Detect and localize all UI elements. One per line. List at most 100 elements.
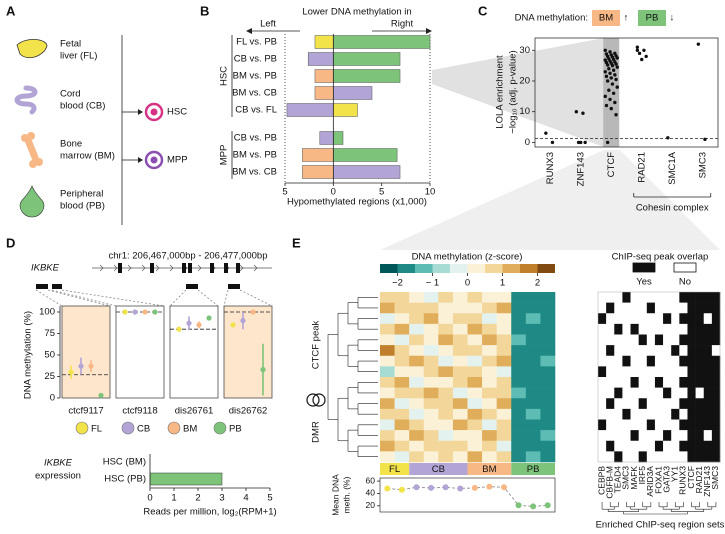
overlap-cell	[703, 355, 713, 367]
point	[122, 309, 128, 315]
heatmap-cell	[409, 313, 425, 325]
overlap-cell	[663, 334, 672, 346]
overlap-cell	[654, 440, 664, 452]
overlap-cell	[687, 440, 696, 452]
heatmap-cell	[452, 377, 468, 388]
overlap-cell	[671, 408, 680, 420]
exon	[210, 263, 214, 273]
heatmap-cell	[438, 387, 454, 399]
exon	[188, 263, 192, 273]
overlap-cell	[630, 430, 639, 442]
overlap-cell	[630, 345, 639, 357]
point	[608, 71, 612, 76]
overlap-cell	[671, 387, 680, 399]
heatmap-cell	[482, 323, 497, 335]
overlap-cell	[646, 366, 656, 378]
legend-label: BM	[183, 424, 197, 435]
heatmap-cell	[409, 440, 425, 452]
heatmap-cell	[540, 398, 556, 410]
overlap-cell	[711, 387, 721, 399]
heatmap-cell	[467, 451, 483, 463]
overlap-cell	[614, 387, 623, 399]
overlap-cell	[654, 398, 664, 410]
overlap-cell	[711, 408, 721, 420]
colorbar-label: 2	[535, 278, 540, 289]
heatmap-cell	[380, 334, 395, 346]
heatmap-cell	[525, 398, 541, 410]
heatmap-cell	[511, 345, 527, 357]
arrow-head	[426, 28, 432, 34]
legend-swatch	[75, 421, 89, 435]
overlap-cell	[679, 292, 688, 303]
heatmap-cell	[452, 323, 468, 335]
heatmap-cell	[511, 366, 527, 378]
point	[609, 76, 613, 80]
heatmap-cell	[380, 366, 395, 378]
overlap-cell	[630, 387, 639, 399]
heatmap-cell	[511, 430, 527, 442]
bar	[286, 103, 334, 117]
category-label: BM vs. PB	[233, 71, 277, 82]
colorbar-swatch	[432, 264, 450, 273]
heatmap-cell	[525, 419, 541, 431]
overlap-cell	[622, 377, 631, 388]
overlap-cell	[646, 345, 656, 357]
overlap-cell	[679, 366, 688, 378]
heatmap-cell	[452, 292, 468, 303]
point	[132, 309, 138, 315]
overlap-cell	[646, 334, 656, 346]
heatmap-cell	[540, 408, 556, 420]
legend-swatch	[167, 421, 181, 435]
overlap-cell	[671, 355, 680, 367]
heatmap-cell	[525, 355, 541, 367]
heatmap-cell	[438, 398, 454, 410]
x-tick-label: SMC1A	[667, 151, 678, 184]
heatmap-cell	[467, 387, 483, 399]
group-label: HSC	[219, 66, 230, 86]
heatmap-cell	[409, 334, 425, 346]
heatmap-cell	[511, 292, 527, 303]
heatmap-cell	[394, 408, 410, 420]
heatmap-cell	[452, 387, 468, 399]
overlap-cell	[703, 323, 713, 335]
overlap-cell	[679, 355, 688, 367]
heatmap-cell	[452, 440, 468, 452]
point	[230, 322, 236, 328]
arrow-head	[138, 109, 143, 115]
exon	[150, 263, 154, 273]
heatmap-cell	[380, 302, 395, 314]
overlap-cell	[695, 313, 705, 325]
overlap-cell	[598, 387, 607, 399]
exon	[118, 263, 122, 273]
row-label: CTCF peak	[311, 320, 322, 369]
heatmap-cell	[423, 398, 439, 410]
overlap-cell	[695, 355, 705, 367]
x-tick-label: 0	[331, 187, 336, 198]
x-tick-label: YY1	[670, 466, 680, 482]
heatmap-cell	[525, 430, 541, 442]
colorbar-label: − 1	[426, 278, 439, 289]
x-tick-label: 5	[379, 187, 384, 198]
heatmap-cell	[438, 302, 454, 314]
heatmap-cell	[540, 345, 556, 357]
legend-title: DNA methylation:	[515, 13, 588, 24]
heatmap-cell	[452, 398, 468, 410]
overlap-cell	[711, 323, 721, 335]
overlap-cell	[646, 355, 656, 367]
overlap-cell	[687, 451, 696, 463]
heatmap-cell	[496, 398, 512, 410]
heatmap-cell	[380, 323, 395, 335]
zoom-wedge	[380, 150, 720, 250]
overlap-cell	[671, 323, 680, 335]
zoom-line	[223, 289, 229, 307]
overlap-cell	[711, 419, 721, 431]
x-tick-label: RUNX3	[545, 152, 556, 184]
heatmap-cell	[394, 345, 410, 357]
point	[605, 140, 610, 145]
heatmap-cell	[525, 292, 541, 303]
heatmap-cell	[496, 313, 512, 325]
overlap-cell	[695, 345, 705, 357]
overlap-cell	[711, 345, 721, 357]
category-label: BM vs. CB	[232, 167, 277, 178]
heatmap-cell	[438, 440, 454, 452]
